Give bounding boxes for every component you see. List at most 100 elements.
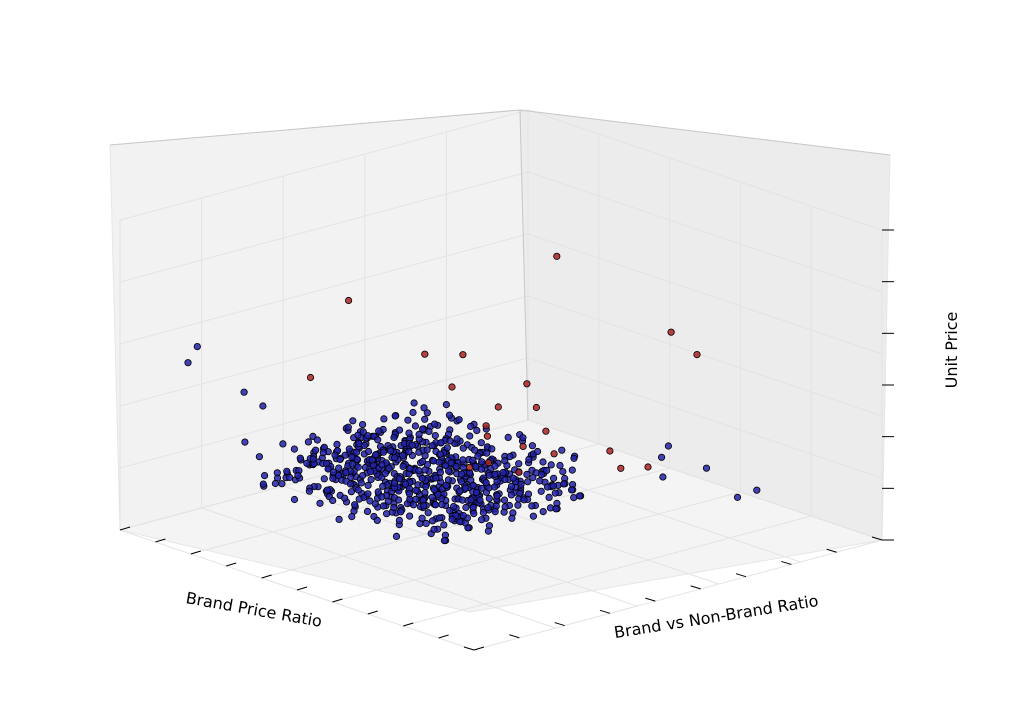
scatter-point — [374, 488, 382, 496]
scatter-point — [537, 487, 545, 495]
scatter-point — [395, 516, 403, 525]
scatter-point — [294, 471, 302, 479]
scatter-point — [470, 509, 478, 518]
scatter-point — [491, 470, 499, 478]
scatter-point — [659, 473, 667, 481]
scatter-point — [429, 457, 438, 465]
scatter-point — [436, 468, 444, 476]
scatter-point — [457, 478, 465, 486]
gridline — [527, 357, 883, 479]
scatter-point — [471, 462, 480, 470]
scatter-point — [504, 433, 512, 441]
scatter-point — [449, 502, 458, 511]
scatter-point — [443, 444, 451, 452]
scatter-point — [506, 452, 514, 461]
x-axis-tick — [690, 585, 701, 590]
scatter-point — [515, 468, 523, 476]
scatter-point — [424, 509, 432, 517]
y-axis-tick — [367, 610, 378, 615]
scatter-point — [391, 454, 399, 462]
scatter-point — [458, 496, 466, 504]
scatter-point — [316, 499, 324, 507]
scatter-point — [411, 422, 419, 430]
scatter-point — [664, 442, 673, 450]
scatter-point — [452, 462, 460, 470]
scatter-point — [499, 468, 507, 477]
scatter-point — [484, 458, 493, 467]
scatter-point — [320, 475, 328, 483]
scatter-point — [428, 442, 436, 450]
scatter-point — [367, 475, 375, 484]
scatter-point — [470, 446, 479, 454]
scatter-point — [260, 471, 269, 480]
scatter-point — [469, 456, 477, 464]
scatter-point — [459, 456, 467, 464]
scatter-point — [549, 482, 557, 490]
scatter-point — [354, 431, 362, 439]
scatter-point — [466, 463, 474, 471]
scatter-point — [341, 451, 349, 459]
scatter-point — [485, 471, 493, 479]
scatter-point — [193, 342, 201, 351]
scatter-point — [552, 505, 560, 513]
scatter-point — [421, 350, 429, 358]
y-axis-tick — [155, 538, 166, 543]
scatter-point — [420, 404, 428, 412]
scatter-point — [346, 480, 355, 488]
scatter-point — [354, 463, 362, 471]
scatter-point — [462, 484, 470, 492]
scatter-point — [324, 465, 332, 473]
scatter-point — [342, 468, 350, 477]
scatter-point — [491, 462, 499, 470]
gridline — [332, 491, 741, 603]
scatter-point — [568, 466, 576, 474]
scatter-point — [345, 445, 353, 453]
x-axis-tick — [509, 634, 520, 639]
scatter-point — [462, 503, 470, 512]
scatter-points — [184, 252, 761, 545]
x-axis-tick — [554, 622, 565, 627]
gridline — [119, 295, 529, 407]
x-axis-tick — [826, 548, 837, 553]
scatter-point — [508, 514, 516, 522]
scatter-point — [379, 482, 387, 490]
scatter-point — [469, 503, 477, 512]
pane-edges — [109, 109, 891, 421]
scatter-point — [379, 448, 388, 456]
scatter-point — [344, 423, 352, 431]
scatter-point — [309, 455, 317, 463]
scatter-point — [329, 468, 338, 476]
scatter-point — [373, 516, 381, 525]
scatter-point — [371, 500, 379, 508]
scatter-point — [358, 420, 367, 429]
scatter-point — [418, 514, 426, 522]
x-axis-tick — [463, 646, 475, 651]
scatter-point — [529, 512, 538, 520]
scatter-point — [359, 428, 367, 436]
scatter-point — [348, 460, 356, 468]
x-axis-tick — [871, 536, 883, 541]
scatter-point — [412, 486, 420, 494]
gridline — [119, 109, 529, 221]
scatter-point — [485, 494, 493, 502]
scatter-point — [406, 495, 414, 503]
scatter-point — [484, 527, 492, 535]
x-axis-tick — [599, 609, 611, 614]
y-axis-tick — [296, 586, 308, 591]
scatter-point — [415, 467, 423, 475]
scatter-point — [550, 450, 558, 458]
scatter-point — [399, 451, 407, 459]
scatter-point — [448, 515, 456, 523]
scatter-point — [418, 425, 427, 433]
scatter-point — [278, 480, 286, 488]
scatter-point — [501, 475, 509, 484]
axis-ticks — [119, 229, 894, 651]
scatter-point — [372, 451, 380, 459]
scatter-point — [459, 351, 467, 359]
scatter-point — [542, 427, 550, 435]
scatter-point — [483, 432, 491, 440]
scatter-point — [283, 467, 291, 475]
gridline — [527, 419, 883, 541]
scatter-point — [423, 409, 431, 417]
gridline — [119, 357, 529, 469]
